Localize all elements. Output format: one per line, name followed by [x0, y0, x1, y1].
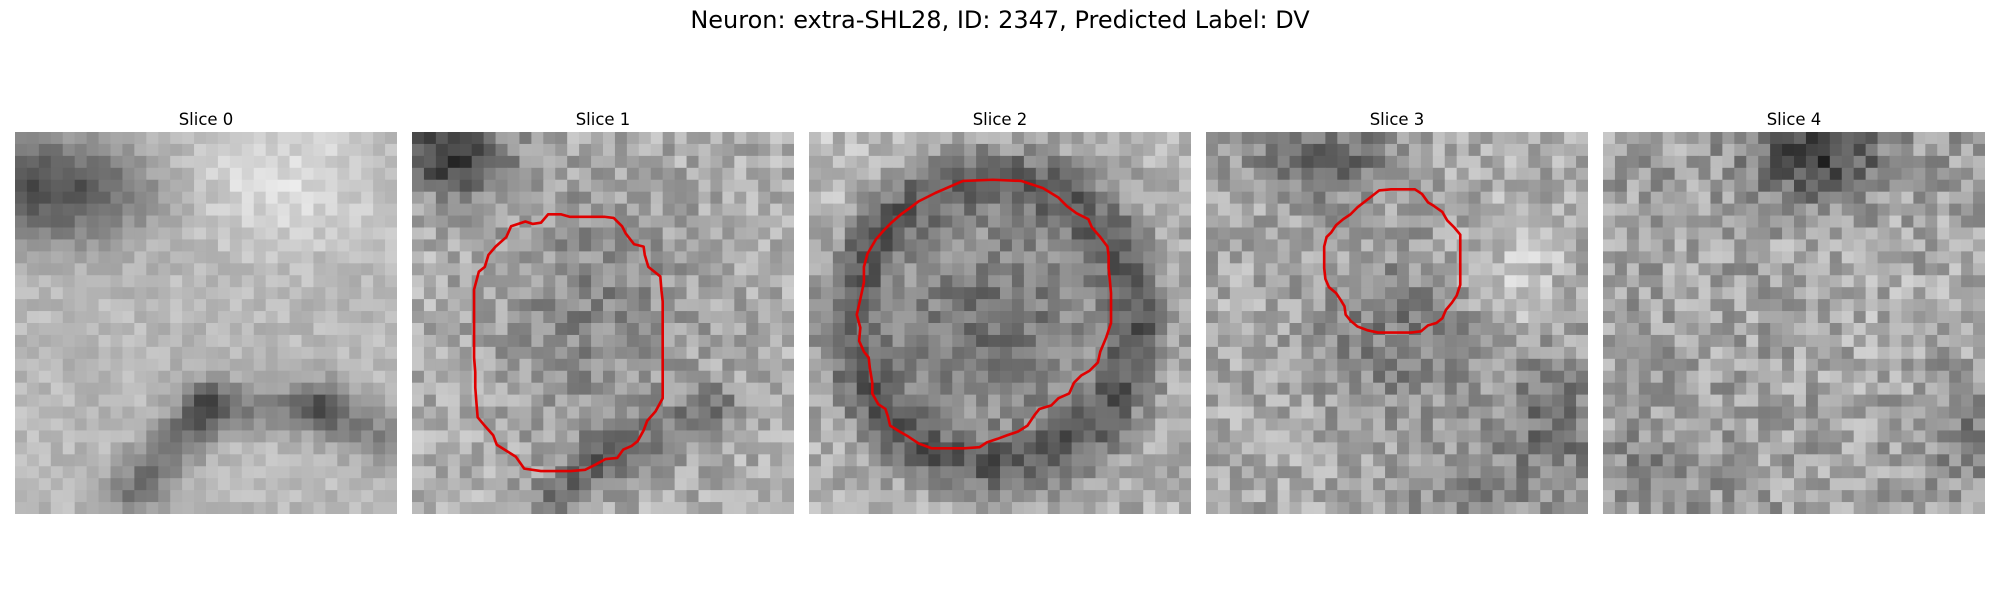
segmentation-contour	[1322, 187, 1462, 334]
slice-image	[809, 132, 1191, 514]
slice-image	[412, 132, 794, 514]
slice-title: Slice 3	[1369, 110, 1425, 129]
slice-image	[15, 132, 397, 514]
slice-title: Slice 1	[575, 110, 631, 129]
slice-title: Slice 4	[1766, 110, 1822, 129]
slice-image	[1206, 132, 1588, 514]
slice-image	[1603, 132, 1985, 514]
slice-title: Slice 2	[972, 110, 1028, 129]
slice-panel-2: Slice 2	[809, 108, 1191, 514]
slice-title: Slice 0	[178, 110, 234, 129]
slice-panel-1: Slice 1	[412, 108, 794, 514]
figure-title: Neuron: extra-SHL28, ID: 2347, Predicted…	[690, 6, 1310, 34]
slice-panel-0: Slice 0	[15, 108, 397, 514]
slice-panel-3: Slice 3	[1206, 108, 1588, 514]
segmentation-contour	[472, 213, 665, 473]
slice-panel-4: Slice 4	[1603, 108, 1985, 514]
segmentation-contour	[855, 178, 1113, 450]
